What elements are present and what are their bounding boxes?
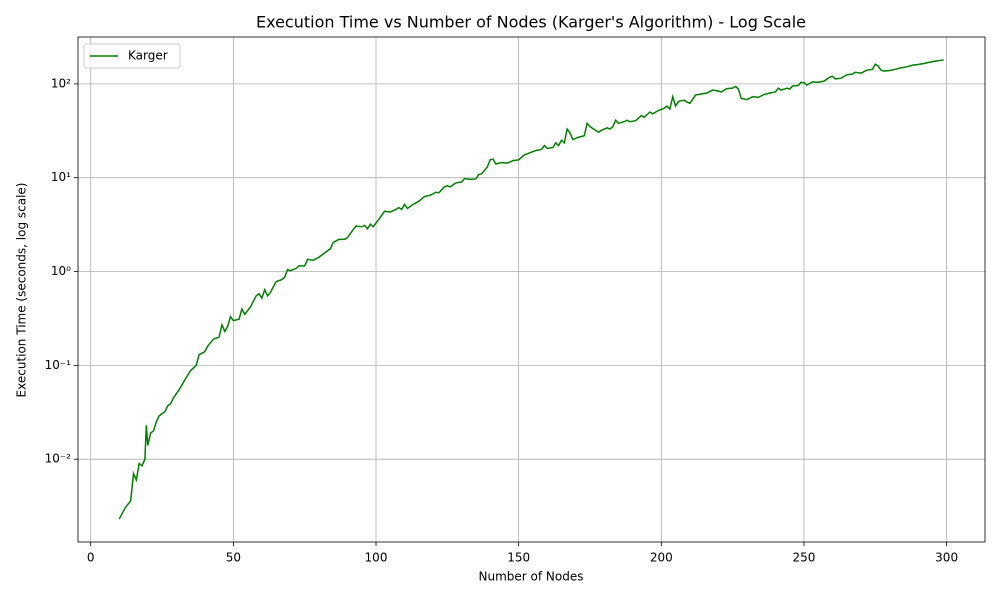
legend-box <box>83 43 181 69</box>
plot-frame <box>77 36 986 543</box>
x-tick-label: 200 <box>650 551 673 565</box>
y-tick-label: 10⁰ <box>51 264 71 278</box>
chart-title: Execution Time vs Number of Nodes (Karge… <box>256 13 806 32</box>
x-tick-label: 0 <box>87 551 95 565</box>
x-tick-label: 150 <box>507 551 530 565</box>
x-tick-label: 50 <box>226 551 241 565</box>
y-tick-label: 10² <box>51 76 71 90</box>
y-tick-label: 10⁻¹ <box>45 358 72 372</box>
x-tick-label: 300 <box>935 551 958 565</box>
x-tick-label: 100 <box>365 551 388 565</box>
x-axis-label: Number of Nodes <box>479 570 584 584</box>
data-line <box>118 59 944 520</box>
legend-label: Karger <box>128 49 168 63</box>
x-tick-label: 250 <box>793 551 816 565</box>
y-tick-label: 10¹ <box>51 170 71 184</box>
y-tick-label: 10⁻² <box>45 452 72 466</box>
y-axis-label: Execution Time (seconds, log scale) <box>15 183 29 398</box>
